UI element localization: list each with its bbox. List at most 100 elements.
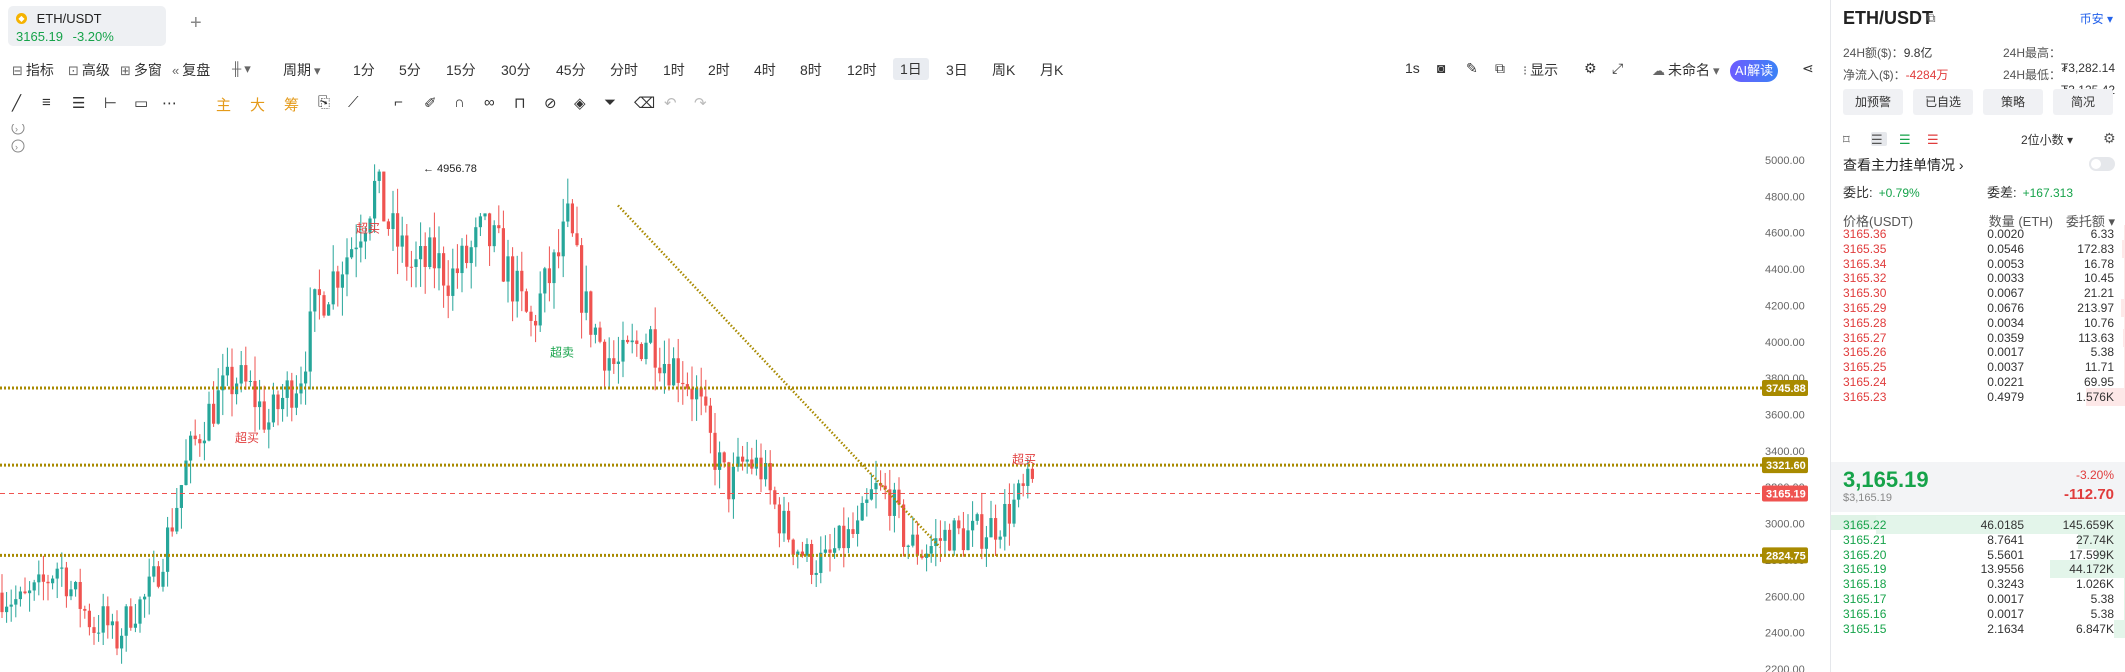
ask-row[interactable]: 3165.27 0.0359 113.63 bbox=[1831, 328, 2125, 347]
price-chart[interactable]: 5000.00 4800.00 4600.00 4400.00 4200.00 4000.… bbox=[0, 124, 1830, 672]
period-1m[interactable]: 1分 bbox=[353, 62, 375, 78]
period-month[interactable]: 月K bbox=[1040, 62, 1064, 78]
horizontal-line-icon[interactable]: ⊢ bbox=[104, 95, 118, 112]
add-tab-icon[interactable]: + bbox=[190, 12, 202, 34]
ask-row[interactable]: 3165.30 0.0067 21.21 bbox=[1831, 283, 2125, 303]
interval-1s[interactable]: 1s bbox=[1405, 60, 1420, 76]
period-1h[interactable]: 1时 bbox=[663, 62, 685, 78]
period-3d[interactable]: 3日 bbox=[946, 62, 968, 78]
indicator-label: 指标 bbox=[25, 62, 54, 78]
camera-icon[interactable]: ◙ bbox=[1437, 60, 1446, 76]
trash-icon[interactable]: ⌫ bbox=[634, 95, 656, 112]
ask-row[interactable]: 3165.29 0.0676 213.97 bbox=[1831, 298, 2125, 317]
copy-icon[interactable]: ⧉ bbox=[1927, 11, 1936, 25]
bid-row[interactable]: 3165.15 2.1634 6.847K bbox=[1831, 619, 2125, 638]
orderbook-settings-icon[interactable]: ⚙ bbox=[2103, 130, 2116, 146]
chip-toggle[interactable]: 筹 bbox=[284, 97, 300, 114]
layout-dropdown[interactable]: ☁ 未命名 ▾ bbox=[1652, 60, 1723, 80]
period-5m[interactable]: 5分 bbox=[399, 62, 421, 78]
rectangle-icon[interactable]: ▭ bbox=[134, 95, 149, 112]
tab-eth-usdt[interactable]: ◆ ETH/USDT 3165.19 -3.20% bbox=[8, 6, 166, 46]
advanced-button[interactable]: ⊡ 高级 bbox=[68, 60, 110, 80]
link-icon[interactable]: ∞ bbox=[484, 94, 495, 111]
multi-window-button[interactable]: ⊞ 多窗 bbox=[120, 60, 162, 80]
big-order-toggle[interactable]: 大 bbox=[250, 97, 266, 114]
collapse-icon[interactable] bbox=[11, 124, 25, 135]
magnet-icon[interactable]: ∩ bbox=[454, 94, 465, 111]
favorited-button[interactable]: 已自选 bbox=[1913, 89, 1973, 115]
line-tool-icon[interactable]: ╱ bbox=[12, 95, 22, 112]
trend-line[interactable] bbox=[617, 204, 941, 549]
undo-icon[interactable]: ↶ bbox=[664, 95, 677, 112]
chart-canvas[interactable]: 5000.00 4800.00 4600.00 4400.00 4200.00 4000.… bbox=[0, 124, 1830, 672]
show-toggle[interactable]: ⁝ 显示 bbox=[1523, 60, 1558, 80]
collapse-icon[interactable] bbox=[11, 139, 25, 153]
parallel-lines-icon[interactable]: ≡ bbox=[42, 94, 51, 111]
fullscreen-icon[interactable]: ⤢ bbox=[1612, 60, 1624, 76]
orderbook-asks-icon[interactable]: ☰ bbox=[1927, 132, 1939, 147]
main-force-toggle[interactable]: 主 bbox=[216, 97, 232, 114]
crop-icon[interactable]: ⌐ bbox=[394, 94, 403, 111]
period-30m[interactable]: 30分 bbox=[501, 62, 531, 78]
exchange-link[interactable]: 币安 ▾ bbox=[2079, 12, 2113, 26]
share-icon[interactable]: ⋖ bbox=[1802, 60, 1814, 76]
strategy-button[interactable]: 策略 bbox=[1983, 89, 2043, 115]
period-45m[interactable]: 45分 bbox=[556, 62, 586, 78]
period-4h[interactable]: 4时 bbox=[754, 62, 776, 78]
ask-row[interactable]: 3165.36 0.0020 6.33 bbox=[1831, 224, 2125, 243]
pen-icon[interactable]: ✎ bbox=[1466, 60, 1478, 76]
period-dropdown[interactable]: 周期 ▾ bbox=[283, 60, 324, 80]
main-orders-link[interactable]: 查看主力挂单情况 › bbox=[1843, 157, 1964, 173]
candle-body bbox=[363, 232, 367, 242]
share-image-icon[interactable]: ⧉ bbox=[1495, 60, 1505, 76]
ask-row[interactable]: 3165.34 0.0053 16.78 bbox=[1831, 254, 2125, 273]
add-alert-button[interactable]: 加预警 bbox=[1843, 89, 1903, 115]
lock-icon[interactable]: ⊓ bbox=[514, 95, 526, 112]
redo-icon[interactable]: ↷ bbox=[694, 95, 707, 112]
bid-row[interactable]: 3165.19 13.9556 44.172K bbox=[1831, 559, 2125, 579]
period-week[interactable]: 周K bbox=[992, 62, 1016, 78]
replay-button[interactable]: «复盘 bbox=[172, 60, 210, 80]
bid-row[interactable]: 3165.21 8.7641 27.74K bbox=[1831, 530, 2125, 549]
ask-row[interactable]: 3165.26 0.0017 5.38 bbox=[1831, 342, 2125, 362]
ask-row[interactable]: 3165.23 0.4979 1.576K bbox=[1831, 387, 2125, 406]
chart-type-button[interactable]: ╫ ▾ bbox=[232, 60, 254, 77]
signal-label: 超买 bbox=[356, 221, 380, 236]
orderbook-both-icon[interactable]: ☰ bbox=[1871, 132, 1887, 147]
period-2h[interactable]: 2时 bbox=[708, 62, 730, 78]
ask-row[interactable]: 3165.28 0.0034 10.76 bbox=[1831, 313, 2125, 332]
decimals-dropdown[interactable]: 2位小数 ▾ bbox=[2021, 133, 2074, 147]
period-timeshare[interactable]: 分时 bbox=[610, 62, 638, 78]
bid-row[interactable]: 3165.18 0.3243 1.026K bbox=[1831, 574, 2125, 594]
indicator-button[interactable]: ⊟ 指标 bbox=[12, 60, 54, 80]
ruler-icon[interactable]: ⟋ bbox=[348, 94, 359, 111]
period-8h[interactable]: 8时 bbox=[800, 62, 822, 78]
visibility-icon[interactable]: ⊘ bbox=[544, 95, 557, 112]
period-1d[interactable]: 1日 bbox=[893, 58, 929, 80]
overview-button[interactable]: 简况 bbox=[2053, 89, 2113, 115]
copy-icon[interactable]: ⎘ bbox=[318, 94, 331, 111]
bid-row[interactable]: 3165.16 0.0017 5.38 bbox=[1831, 604, 2125, 623]
period-15m[interactable]: 15分 bbox=[446, 62, 476, 78]
orderbook-bids-icon[interactable]: ☰ bbox=[1899, 132, 1911, 147]
channel-icon[interactable]: ☰ bbox=[72, 95, 86, 112]
ask-row[interactable]: 3165.35 0.0546 172.83 bbox=[1831, 239, 2125, 258]
ask-row[interactable]: 3165.25 0.0037 11.71 bbox=[1831, 357, 2125, 377]
bid-row[interactable]: 3165.17 0.0017 5.38 bbox=[1831, 589, 2125, 608]
ask-total: 11.71 bbox=[2084, 360, 2114, 375]
ask-row[interactable]: 3165.32 0.0033 10.45 bbox=[1831, 268, 2125, 288]
bid-row[interactable]: 3165.20 5.5601 17.599K bbox=[1831, 545, 2125, 564]
settings-icon[interactable]: ⚙ bbox=[1584, 60, 1597, 76]
period-12h[interactable]: 12时 bbox=[847, 62, 877, 78]
candle-body bbox=[589, 291, 593, 335]
header-total[interactable]: 委托额 ▾ bbox=[2065, 214, 2115, 229]
bid-row[interactable]: 3165.22 46.0185 145.659K bbox=[1831, 515, 2125, 534]
filter-icon[interactable]: ⏷ bbox=[604, 94, 617, 111]
main-orders-toggle[interactable] bbox=[2089, 157, 2115, 171]
ai-analysis-button[interactable]: AI解读 bbox=[1730, 60, 1778, 82]
ask-row[interactable]: 3165.24 0.0221 69.95 bbox=[1831, 372, 2125, 391]
layers-icon[interactable]: ◈ bbox=[574, 95, 586, 112]
more-tools-icon[interactable]: ⋯ bbox=[162, 95, 177, 112]
bookmark-icon[interactable]: ⌑ bbox=[1843, 132, 1850, 147]
eraser-icon[interactable]: ✐ bbox=[424, 95, 437, 112]
